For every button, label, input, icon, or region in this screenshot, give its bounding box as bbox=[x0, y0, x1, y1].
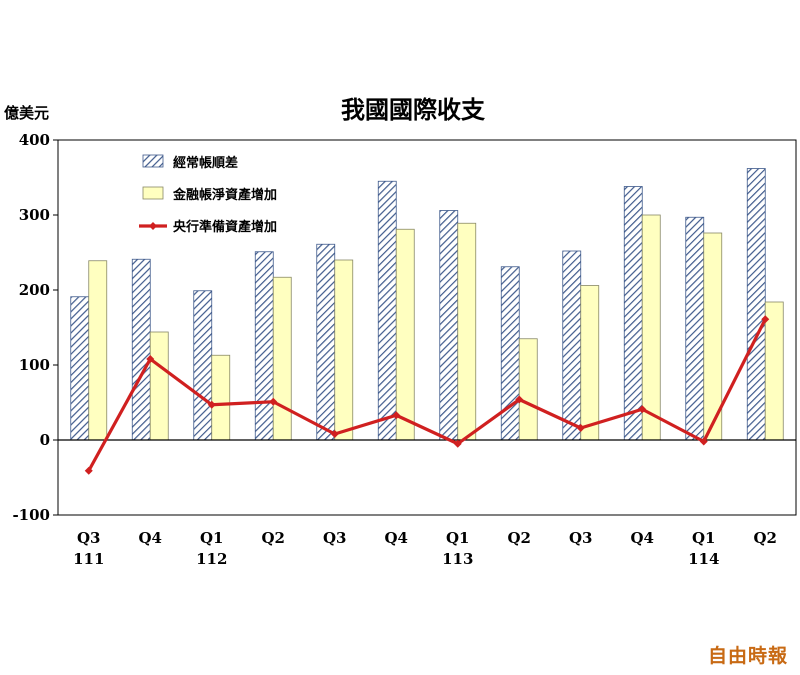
bar-financial-account bbox=[211, 354, 231, 441]
x-quarter-label: Q4 bbox=[138, 529, 162, 547]
legend-swatch bbox=[142, 154, 164, 168]
bar-current-account bbox=[685, 216, 705, 441]
bar-financial-account bbox=[88, 260, 108, 441]
line-series bbox=[84, 315, 770, 475]
reserve-assets-point bbox=[453, 439, 462, 448]
bar-current-account bbox=[439, 210, 459, 441]
y-tick-label: -100 bbox=[12, 506, 50, 524]
bar-financial-account bbox=[764, 301, 784, 441]
x-quarter-label: Q3 bbox=[569, 529, 593, 547]
bar-financial-account bbox=[457, 222, 477, 441]
bar-current-account bbox=[193, 290, 213, 441]
bar-current-account bbox=[254, 251, 274, 441]
x-quarter-label: Q1 bbox=[446, 529, 470, 547]
y-tick-label: 0 bbox=[40, 431, 50, 449]
legend-swatch bbox=[142, 186, 164, 200]
reserve-assets-point bbox=[761, 315, 770, 324]
bar-current-account bbox=[70, 296, 90, 441]
plot-area bbox=[57, 139, 797, 516]
x-year-label: 113 bbox=[442, 550, 473, 568]
bar-financial-account bbox=[334, 259, 354, 441]
x-quarter-label: Q2 bbox=[507, 529, 531, 547]
x-quarter-label: Q4 bbox=[384, 529, 408, 547]
bars bbox=[70, 168, 784, 441]
x-quarter-label: Q3 bbox=[323, 529, 347, 547]
watermark-brand: 自由時報 bbox=[708, 645, 789, 667]
reserve-assets-point bbox=[330, 430, 339, 438]
chart-title: 我國國際收支 bbox=[341, 95, 486, 124]
x-quarter-label: Q1 bbox=[692, 529, 716, 547]
reserve-assets-point bbox=[515, 395, 524, 404]
x-quarter-label: Q4 bbox=[630, 529, 654, 547]
reserve-assets-point bbox=[146, 355, 155, 363]
bar-financial-account bbox=[272, 276, 292, 441]
x-quarter-label: Q2 bbox=[261, 529, 285, 547]
reserve-assets-point bbox=[638, 405, 647, 414]
bar-financial-account bbox=[580, 285, 600, 441]
reserve-assets-line bbox=[87, 318, 767, 472]
bar-current-account bbox=[623, 186, 643, 441]
y-tick-label: 200 bbox=[19, 281, 50, 299]
bar-current-account bbox=[377, 180, 397, 441]
reserve-assets-point bbox=[699, 437, 708, 446]
y-tick-label: 300 bbox=[19, 206, 50, 224]
bar-current-account bbox=[131, 258, 151, 441]
bar-current-account bbox=[500, 266, 520, 441]
bar-financial-account bbox=[395, 228, 415, 441]
y-tick-label: 400 bbox=[19, 131, 50, 149]
bar-current-account bbox=[316, 243, 336, 441]
legend-label: 央行準備資產增加 bbox=[173, 219, 277, 235]
x-year-label: 112 bbox=[196, 550, 227, 568]
reserve-assets-point bbox=[392, 411, 401, 420]
bar-current-account bbox=[746, 168, 766, 441]
x-year-label: 111 bbox=[73, 550, 104, 568]
bar-financial-account bbox=[518, 338, 538, 441]
bar-financial-account bbox=[641, 214, 661, 441]
x-year-label: 114 bbox=[688, 550, 719, 568]
y-axis-unit: 億美元 bbox=[4, 104, 49, 122]
y-tick-label: 100 bbox=[19, 356, 50, 374]
reserve-assets-point bbox=[269, 397, 278, 406]
legend-marker bbox=[149, 222, 157, 230]
reserve-assets-point bbox=[84, 466, 93, 475]
x-quarter-label: Q3 bbox=[77, 529, 101, 547]
x-quarter-label: Q1 bbox=[200, 529, 224, 547]
bar-financial-account bbox=[149, 331, 169, 441]
reserve-assets-point bbox=[207, 400, 216, 409]
bar-current-account bbox=[562, 250, 582, 441]
legend-label: 金融帳淨資產增加 bbox=[172, 187, 277, 203]
reserve-assets-point bbox=[576, 424, 585, 432]
x-quarter-label: Q2 bbox=[753, 529, 777, 547]
x-axis: Q3 111 Q4 Q1 112 Q2 Q3 Q4 Q1 113 Q2 Q3 Q4 Q1 114 Q2 bbox=[73, 529, 777, 568]
legend-label: 經常帳順差 bbox=[173, 155, 238, 171]
y-axis: -100 0 100 200 300 400 bbox=[12, 131, 58, 524]
